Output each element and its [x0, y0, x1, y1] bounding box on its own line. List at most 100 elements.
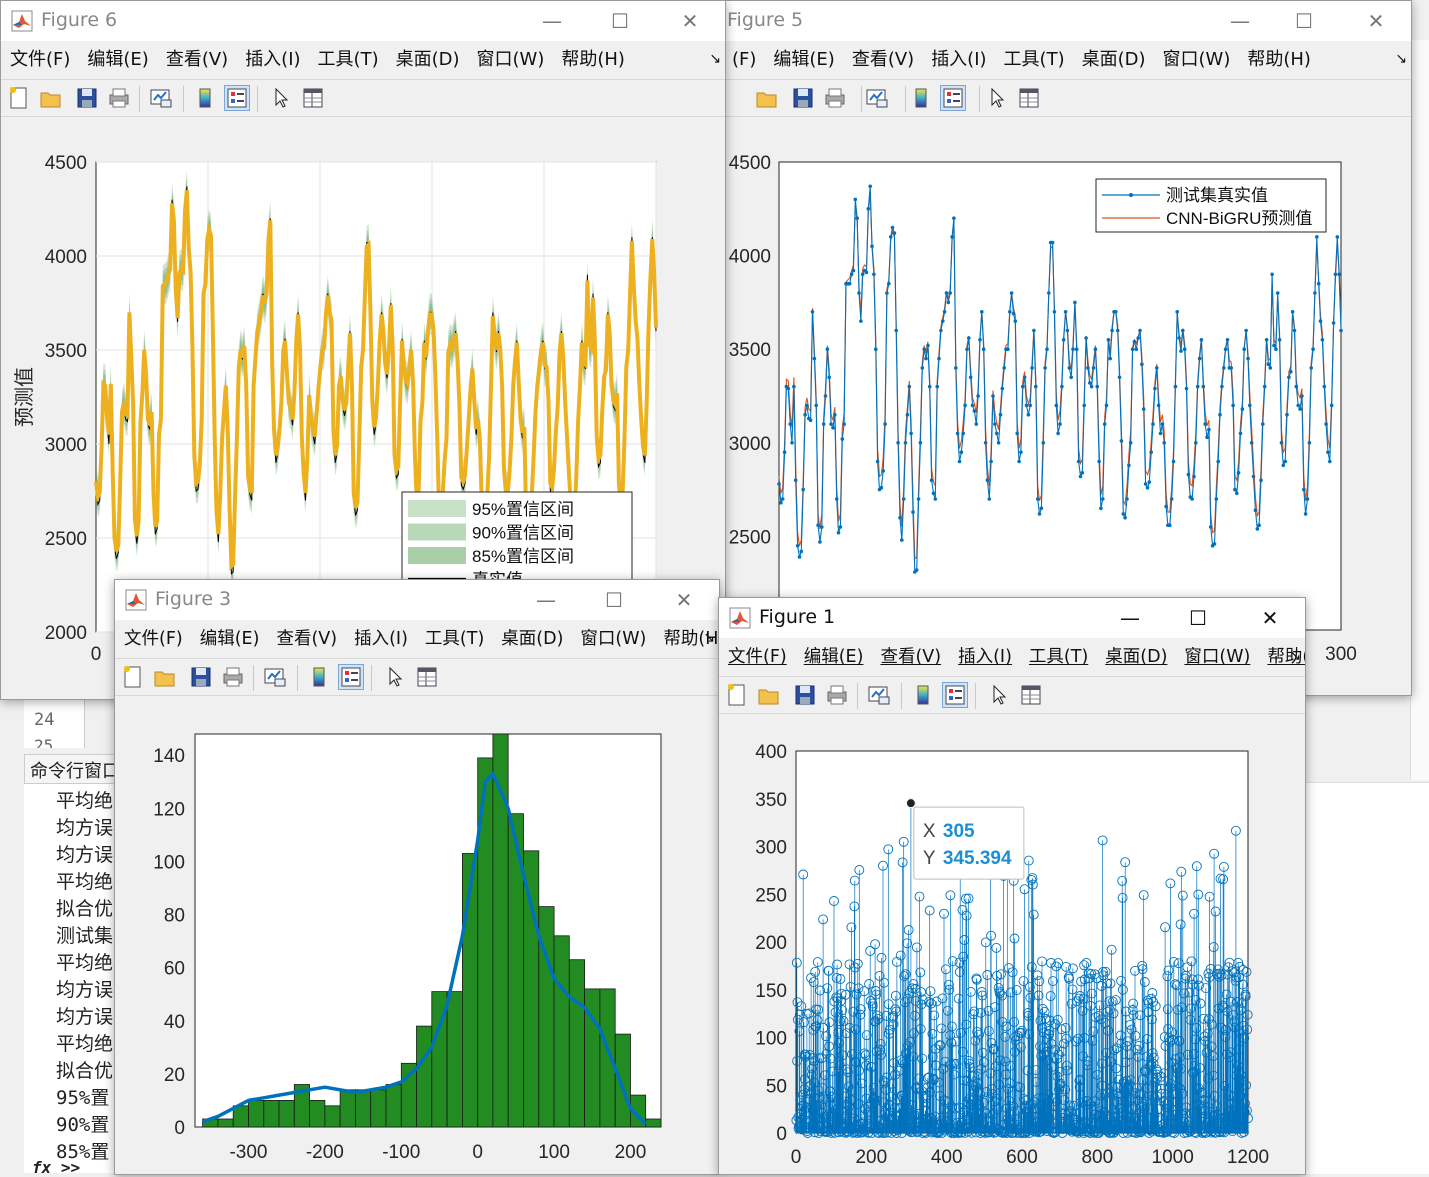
- close-button[interactable]: ✕: [681, 9, 699, 33]
- open-file-icon[interactable]: [153, 665, 177, 689]
- pointer-icon[interactable]: [987, 683, 1011, 707]
- menu-item[interactable]: 查看(V): [851, 49, 915, 70]
- menu-item[interactable]: 编辑(E): [87, 49, 149, 70]
- save-icon[interactable]: [189, 665, 213, 689]
- menu-item[interactable]: 查看(V): [165, 49, 229, 70]
- link-plot-icon[interactable]: [867, 683, 891, 707]
- property-inspector-icon[interactable]: [415, 665, 439, 689]
- maximize-button[interactable]: ☐: [1295, 9, 1313, 33]
- print-icon[interactable]: [825, 683, 849, 707]
- menu-item[interactable]: 文件(F): [124, 629, 183, 649]
- command-window[interactable]: [24, 784, 116, 1173]
- fig1-chart[interactable]: 0 50 100 150 200 250 300 350 400 0 200 400 600 800 100…: [719, 714, 1305, 1174]
- colorbar-icon[interactable]: [307, 665, 331, 689]
- new-figure-icon[interactable]: [7, 86, 31, 110]
- legend-icon[interactable]: [224, 85, 250, 111]
- legend-icon[interactable]: [942, 682, 968, 708]
- menu-item[interactable]: 窗口(W): [1162, 49, 1231, 70]
- new-figure-icon[interactable]: [725, 683, 749, 707]
- fig6-chart[interactable]: 2000 2500 3000 3500 4000 4500 0 预测值 95%置信区间 90%置信…: [1, 117, 725, 699]
- minimize-button[interactable]: —: [1230, 9, 1250, 33]
- menu-item[interactable]: 编辑(E): [773, 49, 835, 70]
- new-figure-icon[interactable]: [121, 665, 145, 689]
- menu-item[interactable]: 帮助(H): [663, 629, 720, 649]
- title-bar[interactable]: Figure 5 — ☐ ✕: [723, 1, 1411, 41]
- command-window-header[interactable]: [24, 754, 118, 784]
- fig3-chart[interactable]: 0 20 40 60 80 100 120 140 -300 -200 -100 0 100 200: [115, 696, 719, 1174]
- maximize-button[interactable]: ☐: [611, 9, 629, 33]
- open-file-icon[interactable]: [39, 86, 63, 110]
- legend-icon[interactable]: [940, 85, 966, 111]
- legend-icon[interactable]: [338, 664, 364, 690]
- link-plot-icon[interactable]: [149, 86, 173, 110]
- minimize-button[interactable]: —: [1120, 606, 1140, 630]
- menu-item[interactable]: 工具(T): [424, 629, 485, 649]
- pointer-icon[interactable]: [985, 86, 1009, 110]
- figure-5-window[interactable]: Figure 5 — ☐ ✕ (F) 编辑(E) 查看(V) 插入(I) 工具(T) 桌面…: [722, 0, 1412, 696]
- title-bar[interactable]: Figure 1 — ☐ ✕: [719, 598, 1305, 638]
- print-icon[interactable]: [221, 665, 245, 689]
- menu-item[interactable]: 插入(I): [245, 49, 301, 70]
- menu-item[interactable]: 帮助(H): [1247, 49, 1311, 70]
- data-point: [974, 422, 979, 426]
- save-icon[interactable]: [791, 86, 815, 110]
- maximize-button[interactable]: ☐: [1189, 606, 1207, 630]
- save-icon[interactable]: [793, 683, 817, 707]
- link-plot-icon[interactable]: [865, 86, 889, 110]
- property-inspector-icon[interactable]: [1017, 86, 1041, 110]
- menu-item[interactable]: 编辑(E): [803, 647, 864, 667]
- fig5-chart[interactable]: 2500 3000 3500 4000 4500 300 测试集真实值 CNN-BiGRU预测…: [723, 117, 1411, 695]
- title-bar[interactable]: Figure 6 — ☐ ✕: [1, 1, 725, 41]
- menu-item[interactable]: 插入(I): [958, 647, 1012, 667]
- menu-item[interactable]: 窗口(W): [580, 629, 647, 649]
- datatip-box[interactable]: [913, 806, 1025, 880]
- menu-item[interactable]: 插入(I): [354, 629, 408, 649]
- figure-3-window[interactable]: Figure 3 — ☐ ✕ 文件(F) 编辑(E) 查看(V) 插入(I) 工具(T)…: [114, 579, 720, 1175]
- colorbar-icon[interactable]: [193, 86, 217, 110]
- link-plot-icon[interactable]: [263, 665, 287, 689]
- datatip-marker[interactable]: [905, 798, 916, 809]
- menu-item[interactable]: 帮助(H): [1267, 647, 1305, 667]
- menu-item[interactable]: 工具(T): [1003, 49, 1065, 70]
- title-bar[interactable]: Figure 3 — ☐ ✕: [115, 580, 719, 620]
- expand-menu-icon[interactable]: ↘: [703, 630, 715, 646]
- print-icon[interactable]: [823, 86, 847, 110]
- menu-item[interactable]: 桌面(D): [1081, 49, 1146, 70]
- expand-menu-icon[interactable]: ↘: [1289, 648, 1301, 664]
- print-icon[interactable]: [107, 86, 131, 110]
- menu-item[interactable]: 工具(T): [317, 49, 379, 70]
- menu-item[interactable]: 文件(F): [10, 49, 71, 70]
- menu-item[interactable]: 工具(T): [1028, 647, 1089, 667]
- expand-menu-icon[interactable]: ↘: [1395, 51, 1407, 67]
- menu-item[interactable]: 查看(V): [276, 629, 338, 649]
- save-icon[interactable]: [75, 86, 99, 110]
- command-prompt[interactable]: fx >>: [32, 1158, 81, 1177]
- colorbar-icon[interactable]: [911, 683, 935, 707]
- maximize-button[interactable]: ☐: [605, 588, 623, 612]
- open-file-icon[interactable]: [757, 683, 781, 707]
- close-button[interactable]: ✕: [675, 588, 693, 612]
- menu-item[interactable]: 窗口(W): [1184, 647, 1251, 667]
- menu-item[interactable]: 文件(F): [728, 647, 787, 667]
- menu-item[interactable]: 桌面(D): [1105, 647, 1168, 667]
- close-button[interactable]: ✕: [1367, 9, 1385, 33]
- figure-1-window[interactable]: Figure 1 — ☐ ✕ 文件(F) 编辑(E) 查看(V) 插入(I) 工具(T)…: [718, 597, 1306, 1175]
- property-inspector-icon[interactable]: [301, 86, 325, 110]
- property-inspector-icon[interactable]: [1019, 683, 1043, 707]
- menu-item[interactable]: (F): [732, 49, 757, 70]
- menu-item[interactable]: 查看(V): [880, 647, 942, 667]
- minimize-button[interactable]: —: [542, 9, 562, 33]
- expand-menu-icon[interactable]: ↘: [709, 51, 721, 67]
- menu-item[interactable]: 窗口(W): [476, 49, 545, 70]
- menu-item[interactable]: 桌面(D): [395, 49, 460, 70]
- close-button[interactable]: ✕: [1261, 606, 1279, 630]
- minimize-button[interactable]: —: [536, 588, 556, 612]
- colorbar-icon[interactable]: [909, 86, 933, 110]
- menu-item[interactable]: 桌面(D): [501, 629, 564, 649]
- pointer-icon[interactable]: [383, 665, 407, 689]
- menu-item[interactable]: 插入(I): [931, 49, 987, 70]
- pointer-icon[interactable]: [269, 86, 293, 110]
- menu-item[interactable]: 编辑(E): [199, 629, 260, 649]
- open-file-icon[interactable]: [755, 86, 779, 110]
- menu-item[interactable]: 帮助(H): [561, 49, 625, 70]
